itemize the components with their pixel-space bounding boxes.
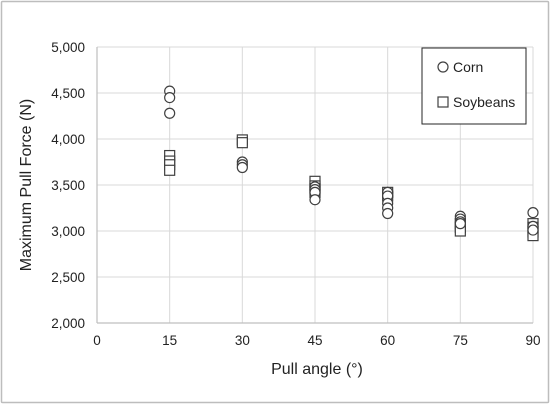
legend-box bbox=[421, 47, 527, 125]
y-tick-label: 4,000 bbox=[51, 132, 85, 147]
legend-items: Corn Soybeans bbox=[437, 59, 515, 110]
x-tick-label: 0 bbox=[93, 333, 101, 348]
y-axis-title: Maximum Pull Force (N) bbox=[18, 99, 35, 271]
y-tick-labels: 2,000 2,500 3,000 3,500 4,000 4,500 5,000 bbox=[51, 40, 85, 331]
y-tick-label: 5,000 bbox=[51, 40, 85, 55]
x-tick-labels: 0 15 30 45 60 75 90 bbox=[93, 333, 540, 348]
y-tick-label: 4,500 bbox=[51, 86, 85, 101]
legend-soybeans-marker bbox=[437, 96, 449, 108]
x-tick-label: 90 bbox=[525, 333, 540, 348]
corn-point bbox=[454, 218, 466, 230]
corn-point bbox=[164, 91, 176, 104]
x-tick-label: 30 bbox=[235, 333, 250, 348]
soybeans-point bbox=[236, 137, 248, 149]
corn-point bbox=[164, 107, 176, 119]
y-tick-label: 3,500 bbox=[51, 178, 85, 193]
corn-point bbox=[527, 207, 539, 219]
data-points bbox=[164, 85, 539, 242]
y-tick-label: 2,500 bbox=[51, 270, 85, 285]
y-tick-label: 2,000 bbox=[51, 316, 85, 331]
corn-point bbox=[236, 161, 248, 174]
x-tick-label: 75 bbox=[453, 333, 468, 348]
x-axis-title: Pull angle (°) bbox=[271, 361, 363, 378]
legend: Corn Soybeans bbox=[421, 47, 527, 125]
corn-point bbox=[382, 207, 394, 220]
legend-corn-label: Corn bbox=[453, 59, 483, 75]
corn-point bbox=[309, 194, 321, 206]
x-tick-label: 60 bbox=[380, 333, 395, 348]
x-tick-label: 45 bbox=[307, 333, 322, 348]
legend-corn-marker bbox=[437, 61, 449, 73]
x-tick-label: 15 bbox=[162, 333, 177, 348]
corn-point bbox=[527, 224, 539, 236]
soybeans-point bbox=[164, 164, 176, 176]
y-tick-label: 3,000 bbox=[51, 224, 85, 239]
axes bbox=[96, 47, 533, 324]
legend-soybeans-label: Soybeans bbox=[453, 94, 515, 110]
